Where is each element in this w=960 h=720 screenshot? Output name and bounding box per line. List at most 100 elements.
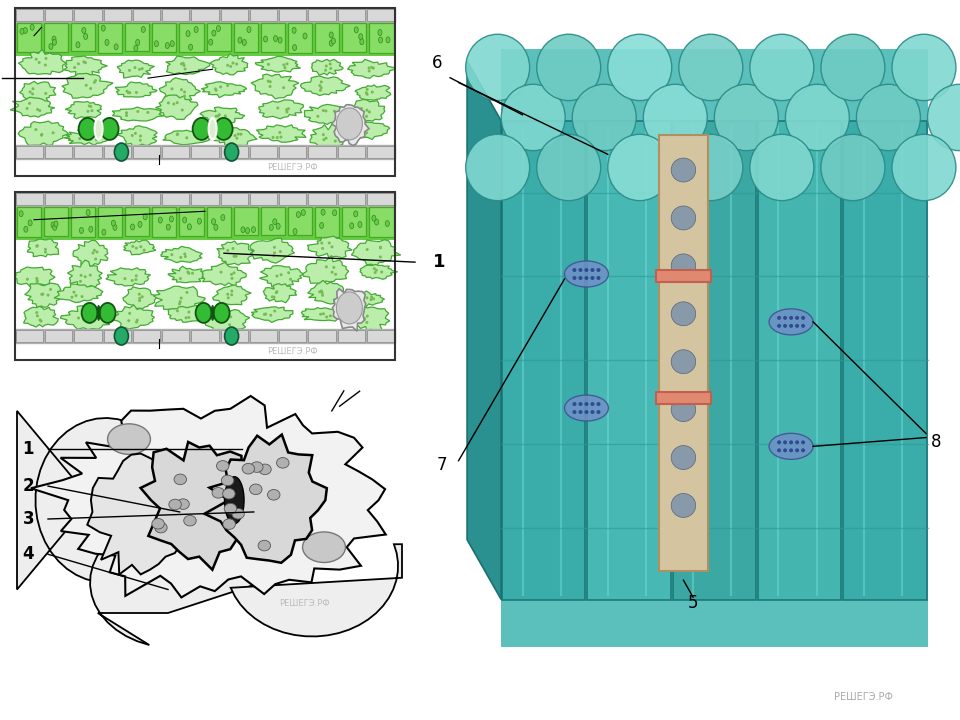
Bar [75,146,102,158]
Polygon shape [63,56,108,76]
Ellipse shape [31,92,34,95]
Bar [71,207,95,237]
Ellipse shape [207,117,218,141]
Ellipse shape [258,540,271,551]
Ellipse shape [235,137,238,140]
Ellipse shape [217,114,220,117]
Ellipse shape [324,68,327,72]
Ellipse shape [89,274,92,276]
Ellipse shape [324,109,327,112]
Bar [367,330,394,342]
Ellipse shape [133,45,138,51]
Polygon shape [252,74,299,99]
Ellipse shape [223,519,235,529]
Polygon shape [209,127,257,145]
Polygon shape [360,264,397,279]
Polygon shape [332,104,369,145]
Ellipse shape [276,274,278,277]
Polygon shape [303,256,348,284]
Ellipse shape [208,39,213,45]
Ellipse shape [276,136,278,139]
Ellipse shape [366,93,369,96]
Ellipse shape [44,251,47,253]
Ellipse shape [36,245,38,248]
Ellipse shape [134,274,138,277]
Bar [261,207,285,235]
Ellipse shape [330,271,334,274]
Ellipse shape [386,37,390,43]
Ellipse shape [113,225,117,230]
Ellipse shape [375,269,378,271]
Ellipse shape [282,86,285,89]
Ellipse shape [232,271,235,274]
Ellipse shape [362,127,365,130]
Ellipse shape [229,315,232,318]
Ellipse shape [359,34,363,40]
Bar [125,23,149,51]
Bar [132,193,160,205]
Ellipse shape [585,276,588,280]
Ellipse shape [72,291,76,294]
Ellipse shape [176,133,179,136]
Bar [43,23,68,52]
Ellipse shape [329,315,332,318]
Bar [501,49,927,647]
Ellipse shape [78,138,82,140]
Ellipse shape [572,402,576,406]
Polygon shape [200,107,245,123]
Ellipse shape [77,317,80,320]
Ellipse shape [353,211,358,217]
Ellipse shape [219,86,222,89]
Ellipse shape [379,256,382,258]
Ellipse shape [608,35,672,101]
Bar [342,207,367,236]
Ellipse shape [194,27,198,32]
Ellipse shape [572,84,636,150]
Ellipse shape [155,41,158,47]
Polygon shape [202,82,247,98]
Bar [162,193,189,205]
Ellipse shape [821,135,885,201]
Ellipse shape [795,441,799,444]
Ellipse shape [643,84,708,150]
Bar [502,121,586,600]
Polygon shape [168,266,205,283]
Ellipse shape [238,37,242,43]
Ellipse shape [24,226,28,233]
Ellipse shape [368,66,371,70]
Ellipse shape [155,522,167,533]
Ellipse shape [671,158,696,182]
Ellipse shape [354,27,358,33]
Polygon shape [259,266,304,287]
Ellipse shape [821,35,885,101]
Ellipse shape [185,136,188,139]
Ellipse shape [230,273,233,276]
Ellipse shape [41,292,44,296]
Ellipse shape [585,410,588,414]
Ellipse shape [84,316,87,319]
Ellipse shape [215,118,232,140]
Ellipse shape [93,249,96,252]
Polygon shape [343,291,385,307]
Polygon shape [90,517,261,645]
Text: РЕШЕГЭ.РФ: РЕШЕГЭ.РФ [267,347,318,356]
Ellipse shape [579,276,583,280]
Ellipse shape [139,246,142,248]
Ellipse shape [235,63,238,66]
Bar [15,192,395,360]
Ellipse shape [216,25,221,32]
Ellipse shape [246,228,250,234]
Ellipse shape [135,320,138,323]
Text: 1: 1 [22,439,34,457]
Ellipse shape [132,245,134,248]
Ellipse shape [289,278,292,281]
Ellipse shape [325,315,328,318]
Ellipse shape [368,110,371,114]
Ellipse shape [54,221,58,227]
Ellipse shape [537,35,601,101]
Ellipse shape [44,63,47,66]
Ellipse shape [247,27,251,32]
Ellipse shape [777,316,781,320]
Polygon shape [124,240,156,255]
Ellipse shape [370,298,372,301]
